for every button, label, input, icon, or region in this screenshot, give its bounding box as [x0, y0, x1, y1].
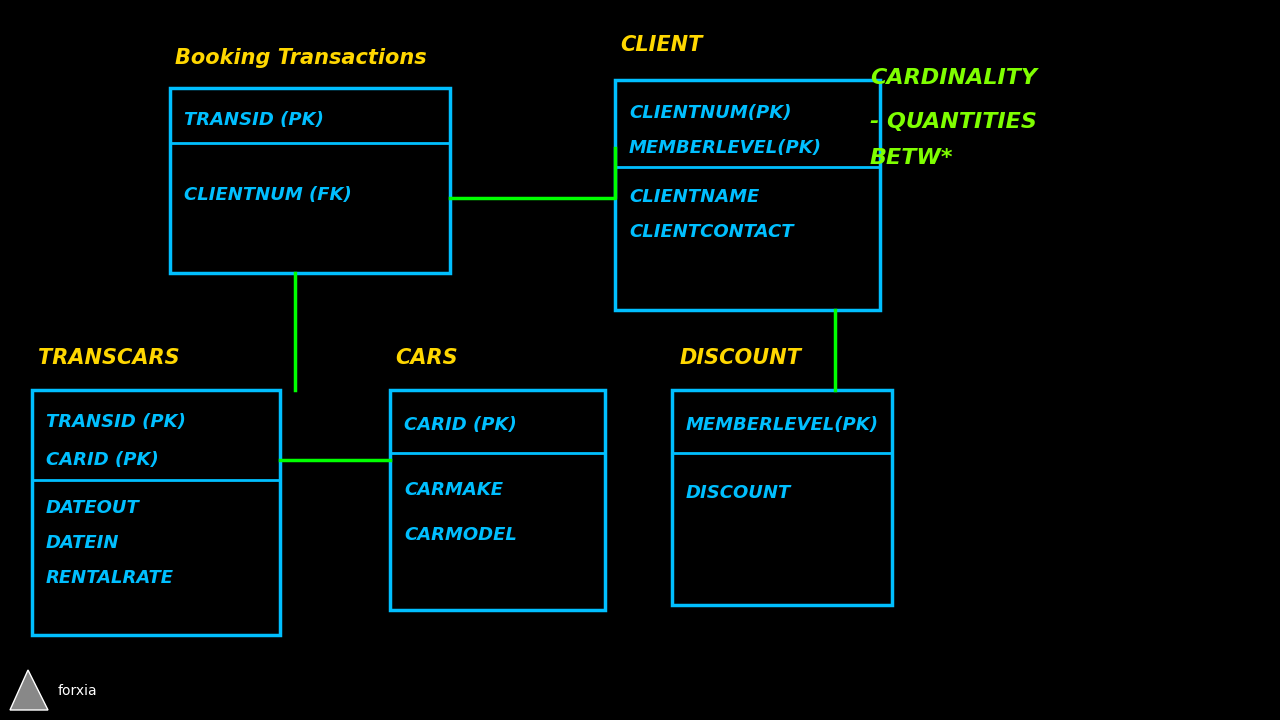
Text: TRANSID (PK): TRANSID (PK): [46, 413, 186, 431]
Text: MEMBERLEVEL(PK): MEMBERLEVEL(PK): [628, 139, 822, 157]
Polygon shape: [10, 670, 49, 710]
Text: RENTALRATE: RENTALRATE: [46, 569, 174, 587]
Text: CARMAKE: CARMAKE: [404, 481, 503, 499]
Text: DATEIN: DATEIN: [46, 534, 119, 552]
Bar: [32, 390, 280, 635]
Text: CLIENTNUM (FK): CLIENTNUM (FK): [184, 186, 352, 204]
Text: CARMODEL: CARMODEL: [404, 526, 517, 544]
Text: TRANSCARS: TRANSCARS: [38, 348, 179, 368]
Bar: [170, 88, 451, 273]
Text: CLIENT: CLIENT: [620, 35, 703, 55]
Text: CARDINALITY: CARDINALITY: [870, 68, 1037, 88]
Text: MEMBERLEVEL(PK): MEMBERLEVEL(PK): [686, 416, 879, 434]
Text: TRANSID (PK): TRANSID (PK): [184, 111, 324, 129]
Text: CLIENTCONTACT: CLIENTCONTACT: [628, 223, 794, 241]
Text: CARID (PK): CARID (PK): [404, 416, 517, 434]
Bar: [390, 390, 605, 610]
Bar: [672, 390, 892, 605]
Text: forxia: forxia: [58, 684, 97, 698]
Text: DISCOUNT: DISCOUNT: [680, 348, 803, 368]
Text: DISCOUNT: DISCOUNT: [686, 484, 791, 502]
Text: CARS: CARS: [396, 348, 458, 368]
Text: DATEOUT: DATEOUT: [46, 499, 140, 517]
Text: - QUANTITIES: - QUANTITIES: [870, 112, 1037, 132]
Text: Booking Transactions: Booking Transactions: [175, 48, 426, 68]
Text: BETW*: BETW*: [870, 148, 954, 168]
Text: CLIENTNAME: CLIENTNAME: [628, 188, 759, 206]
Bar: [614, 80, 881, 310]
Text: CLIENTNUM(PK): CLIENTNUM(PK): [628, 104, 791, 122]
Text: CARID (PK): CARID (PK): [46, 451, 159, 469]
